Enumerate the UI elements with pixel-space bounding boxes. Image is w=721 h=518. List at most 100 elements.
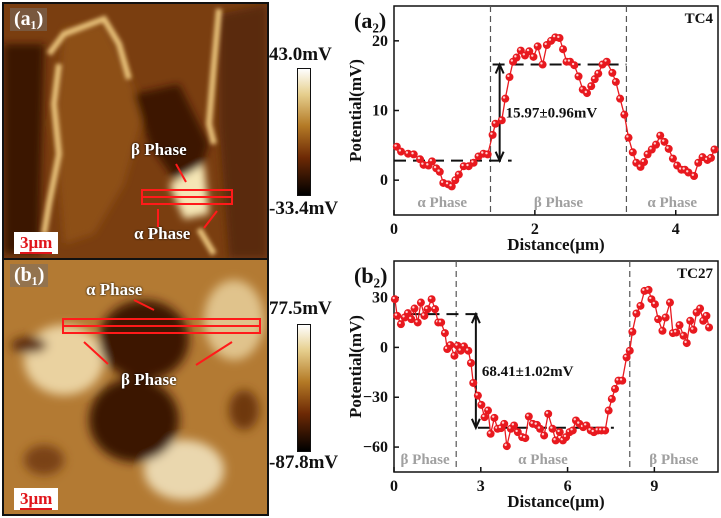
data-point-highlight — [667, 300, 670, 303]
phase-label: α Phase — [647, 195, 697, 211]
x-tick-label: 4 — [672, 221, 680, 238]
data-point-highlight — [432, 306, 436, 310]
data-point-highlight — [550, 426, 553, 429]
data-point-highlight — [705, 157, 708, 160]
data-point-highlight — [687, 318, 691, 321]
arrow-head — [470, 311, 481, 324]
data-point — [477, 400, 486, 409]
data-point — [702, 311, 711, 320]
data-point-highlight — [519, 434, 523, 438]
data-point-highlight — [663, 315, 666, 318]
data-point-highlight — [612, 386, 616, 389]
data-point-highlight — [398, 149, 402, 152]
data-point — [390, 295, 399, 304]
y-tick-label: 0 — [380, 339, 388, 356]
data-point-highlight — [599, 428, 602, 431]
data-point-highlight — [666, 146, 669, 149]
data-point-highlight — [448, 342, 451, 346]
x-axis-label: Distance(μm) — [507, 492, 604, 511]
data-point — [650, 300, 659, 309]
data-point-highlight — [678, 167, 682, 170]
data-point-highlight — [456, 172, 459, 175]
data-point — [536, 424, 545, 433]
data-point-highlight — [573, 418, 576, 421]
data-point-highlight — [700, 318, 704, 321]
data-point-highlight — [531, 54, 534, 57]
y-tick-label: −30 — [363, 389, 388, 406]
phase-label: α Phase — [417, 195, 467, 211]
data-point — [644, 285, 653, 294]
data-point-highlight — [557, 35, 560, 39]
phase-label: β Phase — [401, 452, 450, 468]
data-point — [686, 316, 695, 325]
y-tick-label: 20 — [372, 33, 388, 50]
data-point-highlight — [619, 378, 623, 381]
colorbar-min-a1: -33.4mV — [269, 198, 339, 219]
arrow-beta — [175, 163, 187, 183]
x-axis-label: Distance(μm) — [507, 235, 604, 254]
arrow-beta-left — [83, 341, 109, 365]
data-point-highlight — [621, 112, 625, 115]
data-point-highlight — [655, 316, 659, 320]
plot-frame — [393, 260, 719, 473]
map-annotation-beta: β Phase — [131, 140, 187, 159]
data-point-highlight — [677, 322, 680, 326]
data-point — [393, 311, 402, 320]
data-point-highlight — [557, 429, 560, 433]
data-point-highlight — [415, 320, 418, 323]
data-point-highlight — [571, 62, 575, 66]
data-point-highlight — [475, 393, 478, 396]
data-point-highlight — [394, 144, 397, 147]
data-point-highlight — [629, 329, 633, 332]
data-point-highlight — [504, 443, 507, 447]
data-point-highlight — [502, 96, 506, 99]
data-point — [446, 341, 455, 350]
arrow-head — [494, 62, 505, 74]
data-point-highlight — [691, 173, 695, 176]
data-point-highlight — [697, 306, 701, 309]
data-point-highlight — [609, 396, 612, 399]
data-point — [490, 413, 499, 422]
data-point-highlight — [485, 151, 488, 155]
data-point-highlight — [405, 310, 408, 314]
data-point-highlight — [652, 301, 655, 305]
kpfm-map-b1: (b₁) α Phase β Phase 3μm — [2, 258, 269, 516]
data-point-highlight — [552, 34, 556, 38]
data-point-highlight — [461, 163, 464, 167]
data-point — [544, 409, 553, 418]
colorbar-a1 — [297, 68, 311, 196]
data-point — [427, 295, 436, 304]
data-point-highlight — [535, 44, 538, 47]
data-point-highlight — [592, 76, 595, 80]
data-point-highlight — [511, 423, 515, 426]
data-point-highlight — [392, 296, 395, 300]
data-point-highlight — [638, 164, 641, 167]
scale-bar-label: 3μm — [20, 489, 53, 510]
data-point-highlight — [526, 414, 529, 417]
data-point — [484, 406, 493, 415]
data-point-highlight — [488, 431, 491, 434]
data-point-highlight — [670, 330, 673, 334]
y-axis-label: Potential(mV) — [346, 315, 365, 418]
data-point — [416, 298, 425, 307]
data-point-highlight — [560, 46, 564, 50]
data-point-highlight — [704, 313, 707, 316]
x-tick-label: 6 — [564, 478, 572, 495]
data-point-highlight — [495, 426, 498, 429]
panel-label-b1: (b₁) — [10, 264, 49, 287]
data-point-highlight — [577, 421, 580, 424]
data-point — [464, 346, 473, 355]
data-point — [473, 391, 482, 400]
data-point-highlight — [600, 62, 603, 65]
data-point-highlight — [708, 155, 711, 158]
data-point — [654, 315, 663, 324]
colorbar-min-b1: -87.8mV — [269, 452, 339, 473]
data-point-highlight — [541, 433, 545, 436]
scale-bar-a1: 3μm — [14, 232, 59, 254]
data-point-highlight — [662, 139, 665, 142]
panel-label: (a₂) — [354, 8, 386, 33]
data-point-highlight — [476, 154, 479, 157]
data-point-highlight — [522, 435, 526, 439]
data-point-highlight — [437, 169, 440, 172]
